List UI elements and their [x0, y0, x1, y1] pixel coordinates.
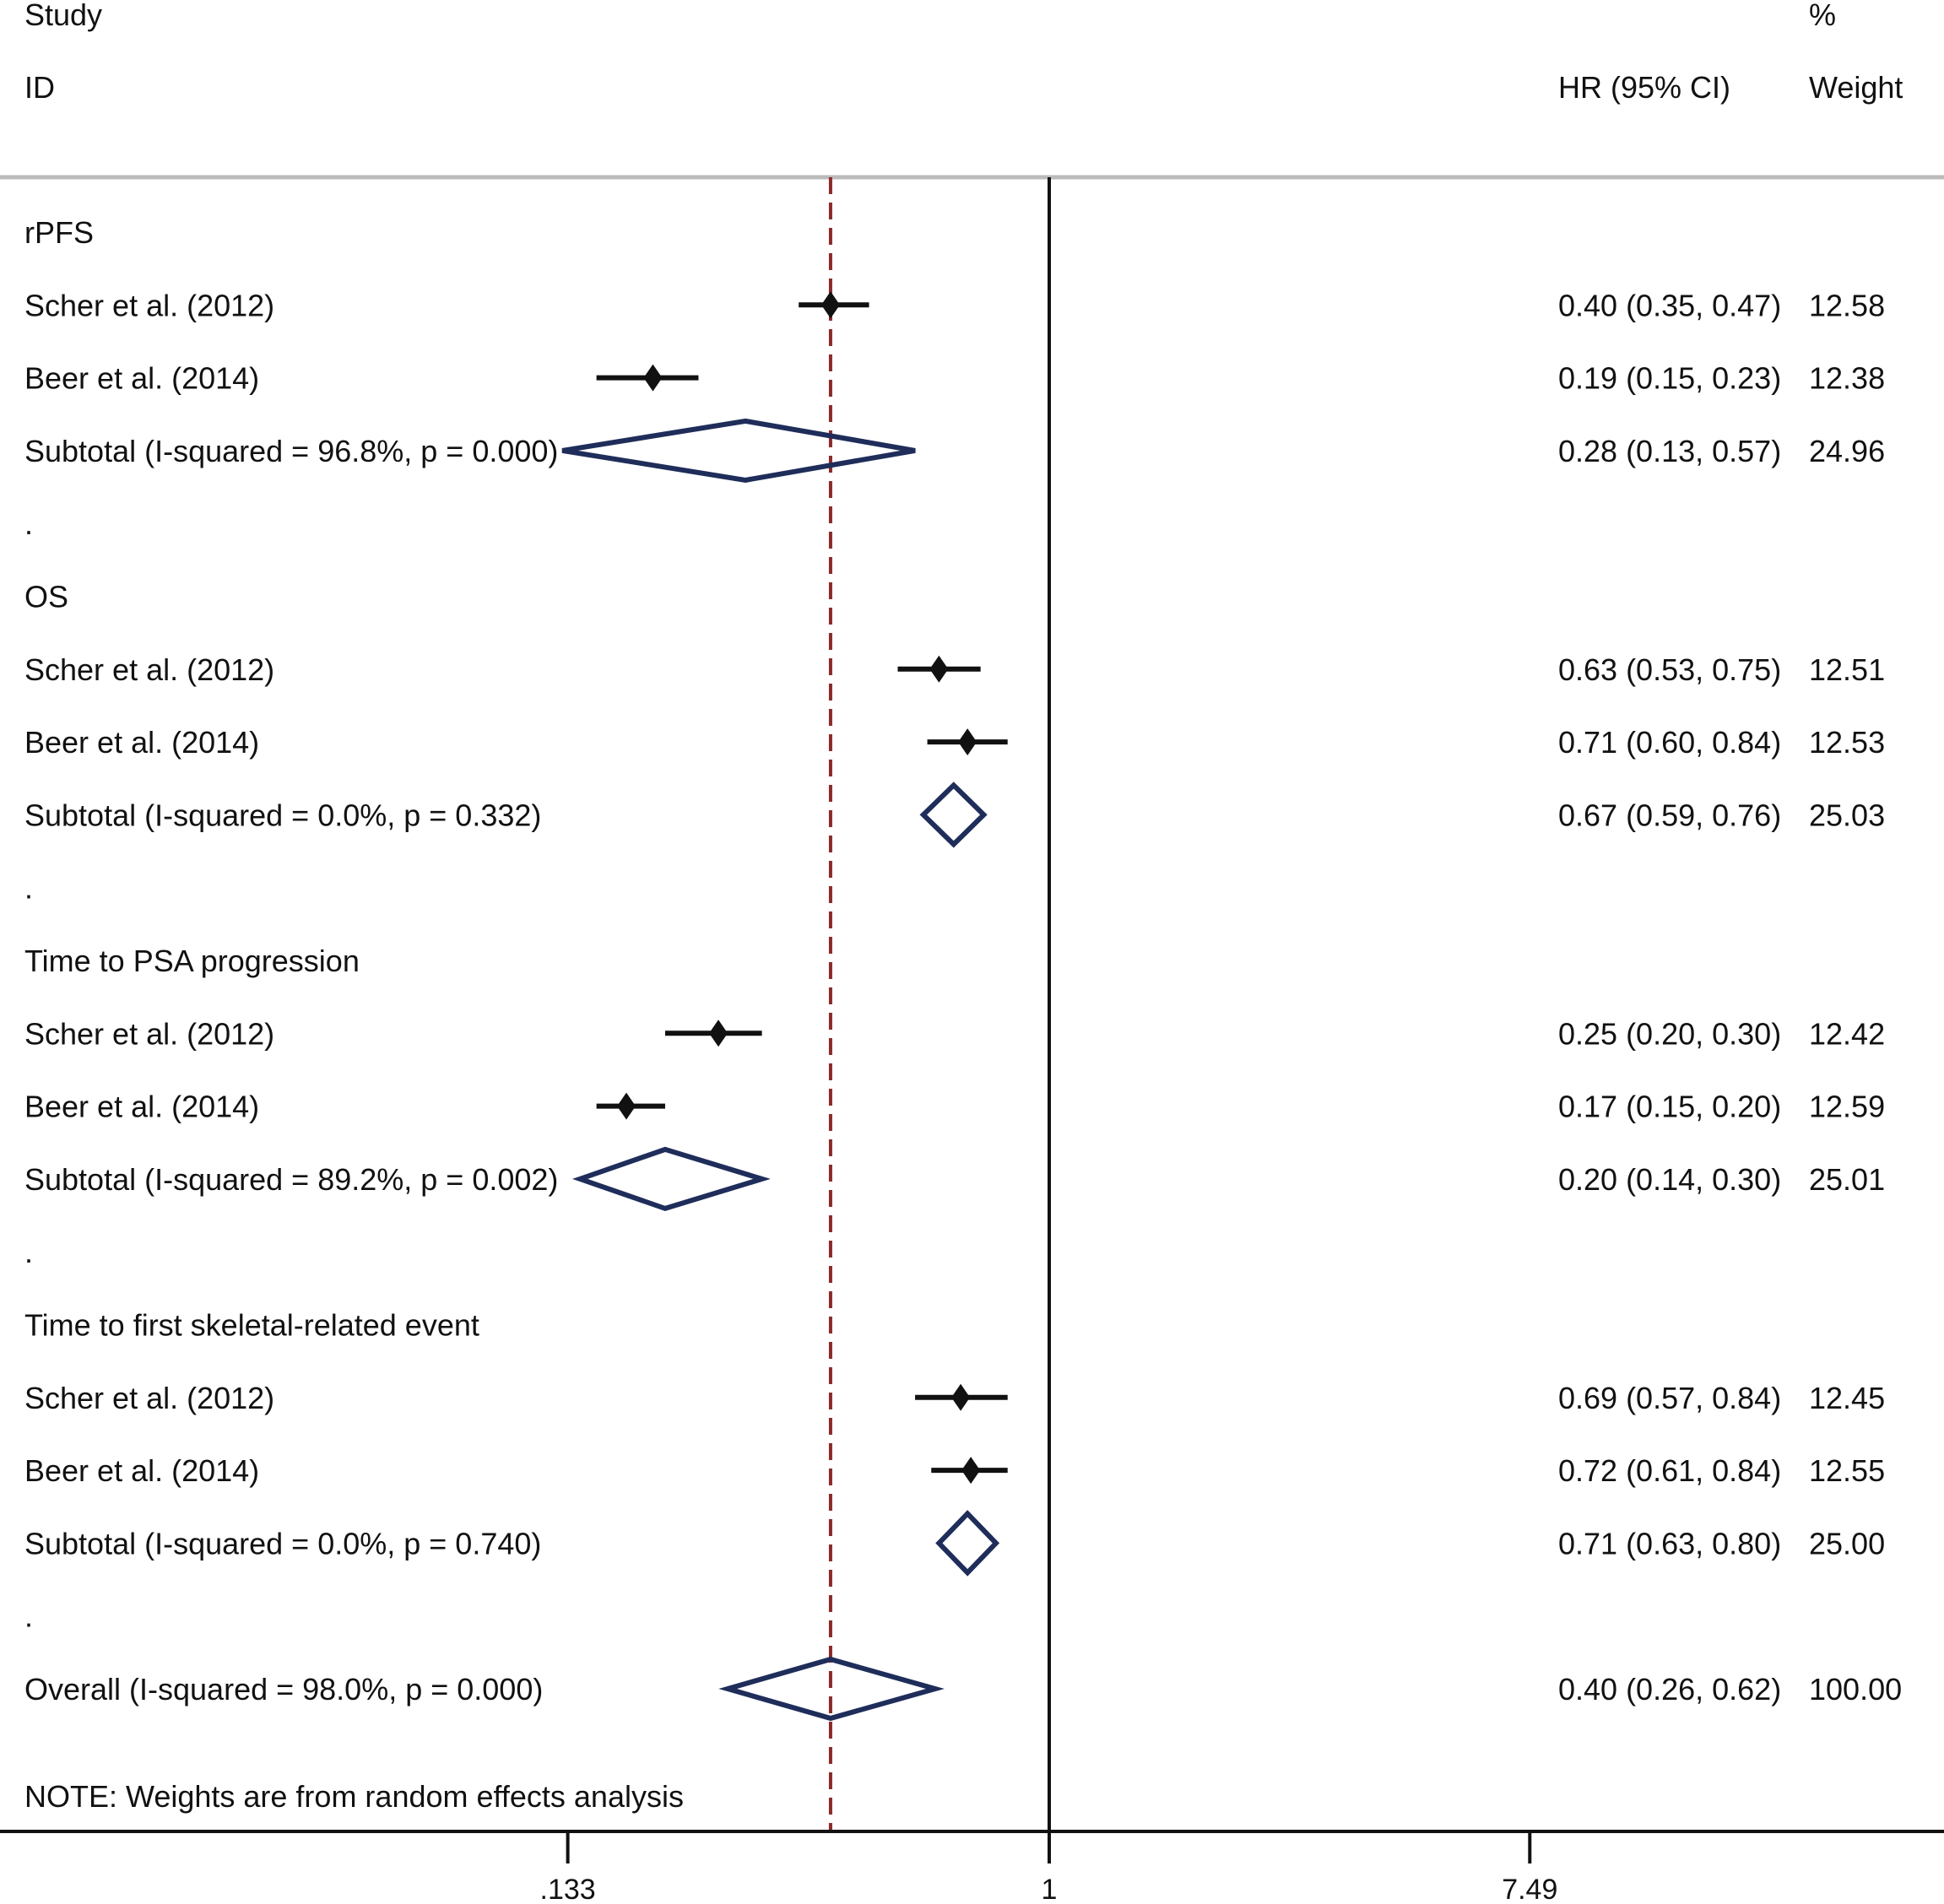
- group-label: Time to PSA progression: [24, 944, 360, 978]
- weight-value: 12.53: [1809, 725, 1885, 760]
- subtotal-diamond: [919, 782, 988, 848]
- point-estimate-marker: [617, 1092, 636, 1120]
- hr-ci-value: 0.17 (0.15, 0.20): [1558, 1090, 1781, 1124]
- overall-diamond: [718, 1656, 945, 1722]
- x-tick-label: 7.49: [1502, 1874, 1557, 1904]
- study-label: Beer et al. (2014): [24, 361, 259, 396]
- hr-ci-value: 0.71 (0.60, 0.84): [1558, 725, 1781, 760]
- subtotal-label: Subtotal (I-squared = 0.0%, p = 0.740): [24, 1526, 541, 1561]
- x-tick-label: .133: [540, 1874, 596, 1904]
- subtotal-label: Subtotal (I-squared = 96.8%, p = 0.000): [24, 434, 558, 468]
- reference-lines: [828, 177, 1051, 1831]
- row-labels: rPFS Scher et al. (2012) 0.40 (0.35, 0.47)…: [24, 215, 1902, 1707]
- subtotal-diamond: [935, 1510, 1000, 1577]
- study-label: Beer et al. (2014): [24, 1453, 259, 1488]
- weight-value: 12.45: [1809, 1381, 1885, 1415]
- weight-value: 24.96: [1809, 434, 1885, 468]
- hr-ci-value: 0.20 (0.14, 0.30): [1558, 1162, 1781, 1197]
- subtotal-diamond: [561, 418, 916, 483]
- subtotal-diamond: [571, 1146, 771, 1212]
- hr-ci-value: 0.69 (0.57, 0.84): [1558, 1381, 1781, 1415]
- header-study: Study: [24, 0, 102, 32]
- header-id: ID: [24, 70, 55, 105]
- weight-value: 12.38: [1809, 361, 1885, 396]
- point-estimate-marker: [961, 1457, 981, 1485]
- spacer-label: .: [24, 1599, 33, 1634]
- hr-ci-value: 0.19 (0.15, 0.23): [1558, 361, 1781, 396]
- spacer-label: .: [24, 506, 33, 541]
- x-axis: .133 1 7.49: [540, 1831, 1557, 1904]
- point-estimate-marker: [643, 364, 663, 392]
- weight-value: 12.59: [1809, 1090, 1885, 1124]
- header-percent: %: [1809, 0, 1836, 32]
- weight-value: 12.58: [1809, 288, 1885, 322]
- hr-ci-value: 0.40 (0.26, 0.62): [1558, 1672, 1781, 1707]
- study-label: Beer et al. (2014): [24, 725, 259, 760]
- point-estimate-marker: [709, 1020, 728, 1047]
- subtotal-label: Subtotal (I-squared = 89.2%, p = 0.002): [24, 1162, 558, 1197]
- group-label: rPFS: [24, 215, 94, 250]
- weight-value: 25.03: [1809, 798, 1885, 832]
- weight-value: 12.42: [1809, 1016, 1885, 1051]
- point-estimate-marker: [929, 655, 949, 683]
- hr-ci-value: 0.40 (0.35, 0.47): [1558, 288, 1781, 322]
- point-estimate-marker: [951, 1383, 971, 1411]
- footnote: NOTE: Weights are from random effects an…: [24, 1779, 684, 1814]
- study-label: Scher et al. (2012): [24, 652, 274, 687]
- hr-ci-value: 0.28 (0.13, 0.57): [1558, 434, 1781, 468]
- subtotal-label: Subtotal (I-squared = 0.0%, p = 0.332): [24, 798, 541, 832]
- weight-value: 12.51: [1809, 652, 1885, 687]
- hr-ci-value: 0.71 (0.63, 0.80): [1558, 1526, 1781, 1561]
- spacer-label: .: [24, 1235, 33, 1269]
- x-tick-label: 1: [1042, 1874, 1058, 1904]
- point-estimate-marker: [820, 291, 840, 319]
- group-label: Time to first skeletal-related event: [24, 1308, 479, 1343]
- weight-value: 25.01: [1809, 1162, 1885, 1197]
- hr-ci-value: 0.67 (0.59, 0.76): [1558, 798, 1781, 832]
- hr-ci-value: 0.63 (0.53, 0.75): [1558, 652, 1781, 687]
- hr-ci-value: 0.72 (0.61, 0.84): [1558, 1453, 1781, 1488]
- weight-value: 100.00: [1809, 1672, 1902, 1707]
- study-label: Scher et al. (2012): [24, 288, 274, 322]
- overall-label: Overall (I-squared = 98.0%, p = 0.000): [24, 1672, 543, 1707]
- header-hr-ci: HR (95% CI): [1558, 70, 1730, 105]
- study-label: Beer et al. (2014): [24, 1090, 259, 1124]
- hr-ci-value: 0.25 (0.20, 0.30): [1558, 1016, 1781, 1051]
- plot-marks: [561, 291, 1008, 1722]
- header-weight: Weight: [1809, 70, 1903, 105]
- spacer-label: .: [24, 871, 33, 906]
- weight-value: 25.00: [1809, 1526, 1885, 1561]
- study-label: Scher et al. (2012): [24, 1381, 274, 1415]
- weight-value: 12.55: [1809, 1453, 1885, 1488]
- study-label: Scher et al. (2012): [24, 1016, 274, 1051]
- group-label: OS: [24, 580, 68, 614]
- point-estimate-marker: [958, 728, 977, 756]
